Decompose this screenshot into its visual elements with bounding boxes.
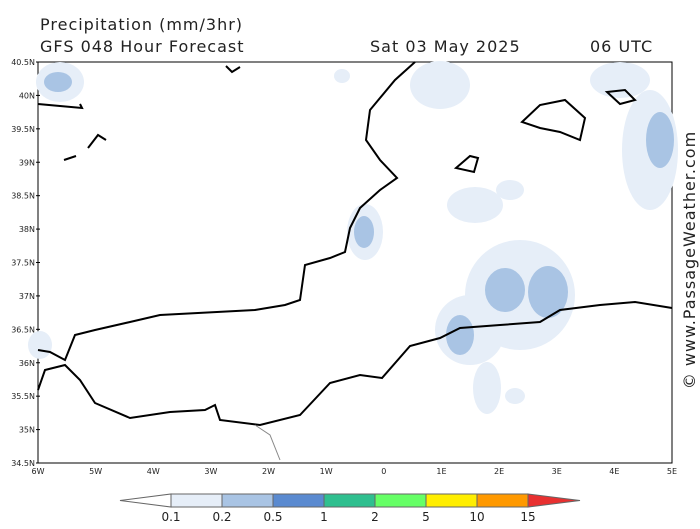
latitude-labels: 40.5N 40N 39.5N 39N 38.5N 38N 37.5N 37N 36.5N 36N… xyxy=(11,58,40,468)
lat-label: 37N xyxy=(19,292,35,301)
title: Precipitation (mm/3hr) xyxy=(40,15,243,34)
lat-label: 37.5N xyxy=(11,259,35,268)
colorbar-bin xyxy=(170,493,223,508)
colorbar-bin xyxy=(374,493,427,508)
lon-label: 3E xyxy=(552,467,562,476)
colorbar-label: 0.2 xyxy=(212,510,231,524)
colorbar-high xyxy=(527,493,581,508)
lat-label: 38N xyxy=(19,225,35,234)
lon-label: 1E xyxy=(436,467,446,476)
colorbar-label: 0.5 xyxy=(263,510,282,524)
colorbar-bin xyxy=(425,493,478,508)
forecast-time: 06 UTC xyxy=(590,37,653,56)
lat-label: 38.5N xyxy=(11,192,35,201)
lat-label: 39N xyxy=(19,158,35,167)
colorbar-label: 0.1 xyxy=(161,510,180,524)
lat-label: 40.5N xyxy=(11,58,35,67)
forecast-date: Sat 03 May 2025 xyxy=(370,37,521,56)
lat-label: 36N xyxy=(19,359,35,368)
lon-label: 1W xyxy=(320,467,333,476)
lon-label: 5W xyxy=(89,467,102,476)
lat-label: 36.5N xyxy=(11,325,35,334)
lon-label: 2W xyxy=(262,467,275,476)
colorbar-bin xyxy=(323,493,376,508)
colorbar-label: 2 xyxy=(371,510,379,524)
map: 40.5N 40N 39.5N 39N 38.5N 38N 37.5N 37N 36.5N 36N… xyxy=(11,58,678,476)
precipitation xyxy=(28,61,678,414)
longitude-labels: 6W 5W 4W 3W 2W 1W 0 1E 2E 3E 4E 5E xyxy=(32,467,678,476)
lon-label: 4E xyxy=(609,467,619,476)
colorbar-bin xyxy=(221,493,274,508)
lon-label: 5E xyxy=(667,467,677,476)
colorbar-bin xyxy=(272,493,325,508)
lat-label: 35N xyxy=(19,426,35,435)
lat-label: 34.5N xyxy=(11,459,35,468)
coastline xyxy=(37,61,673,461)
colorbar-label: 10 xyxy=(469,510,484,524)
lat-label: 39.5N xyxy=(11,125,35,134)
colorbar-bin xyxy=(476,493,529,508)
colorbar-low xyxy=(119,493,172,508)
colorbar-label: 5 xyxy=(422,510,430,524)
lon-label: 6W xyxy=(32,467,45,476)
lon-label: 4W xyxy=(147,467,160,476)
lat-label: 35.5N xyxy=(11,392,35,401)
lat-label: 40N xyxy=(19,91,35,100)
colorbar: 0.1 0.2 0.5 1 2 5 10 15 xyxy=(119,493,581,524)
lon-label: 0 xyxy=(381,467,386,476)
lon-label: 3W xyxy=(204,467,217,476)
colorbar-label: 15 xyxy=(520,510,535,524)
watermark: © www.PassageWeather.com xyxy=(680,131,699,389)
colorbar-label: 1 xyxy=(320,510,328,524)
lon-label: 2E xyxy=(494,467,504,476)
subtitle: GFS 048 Hour Forecast xyxy=(40,37,245,56)
